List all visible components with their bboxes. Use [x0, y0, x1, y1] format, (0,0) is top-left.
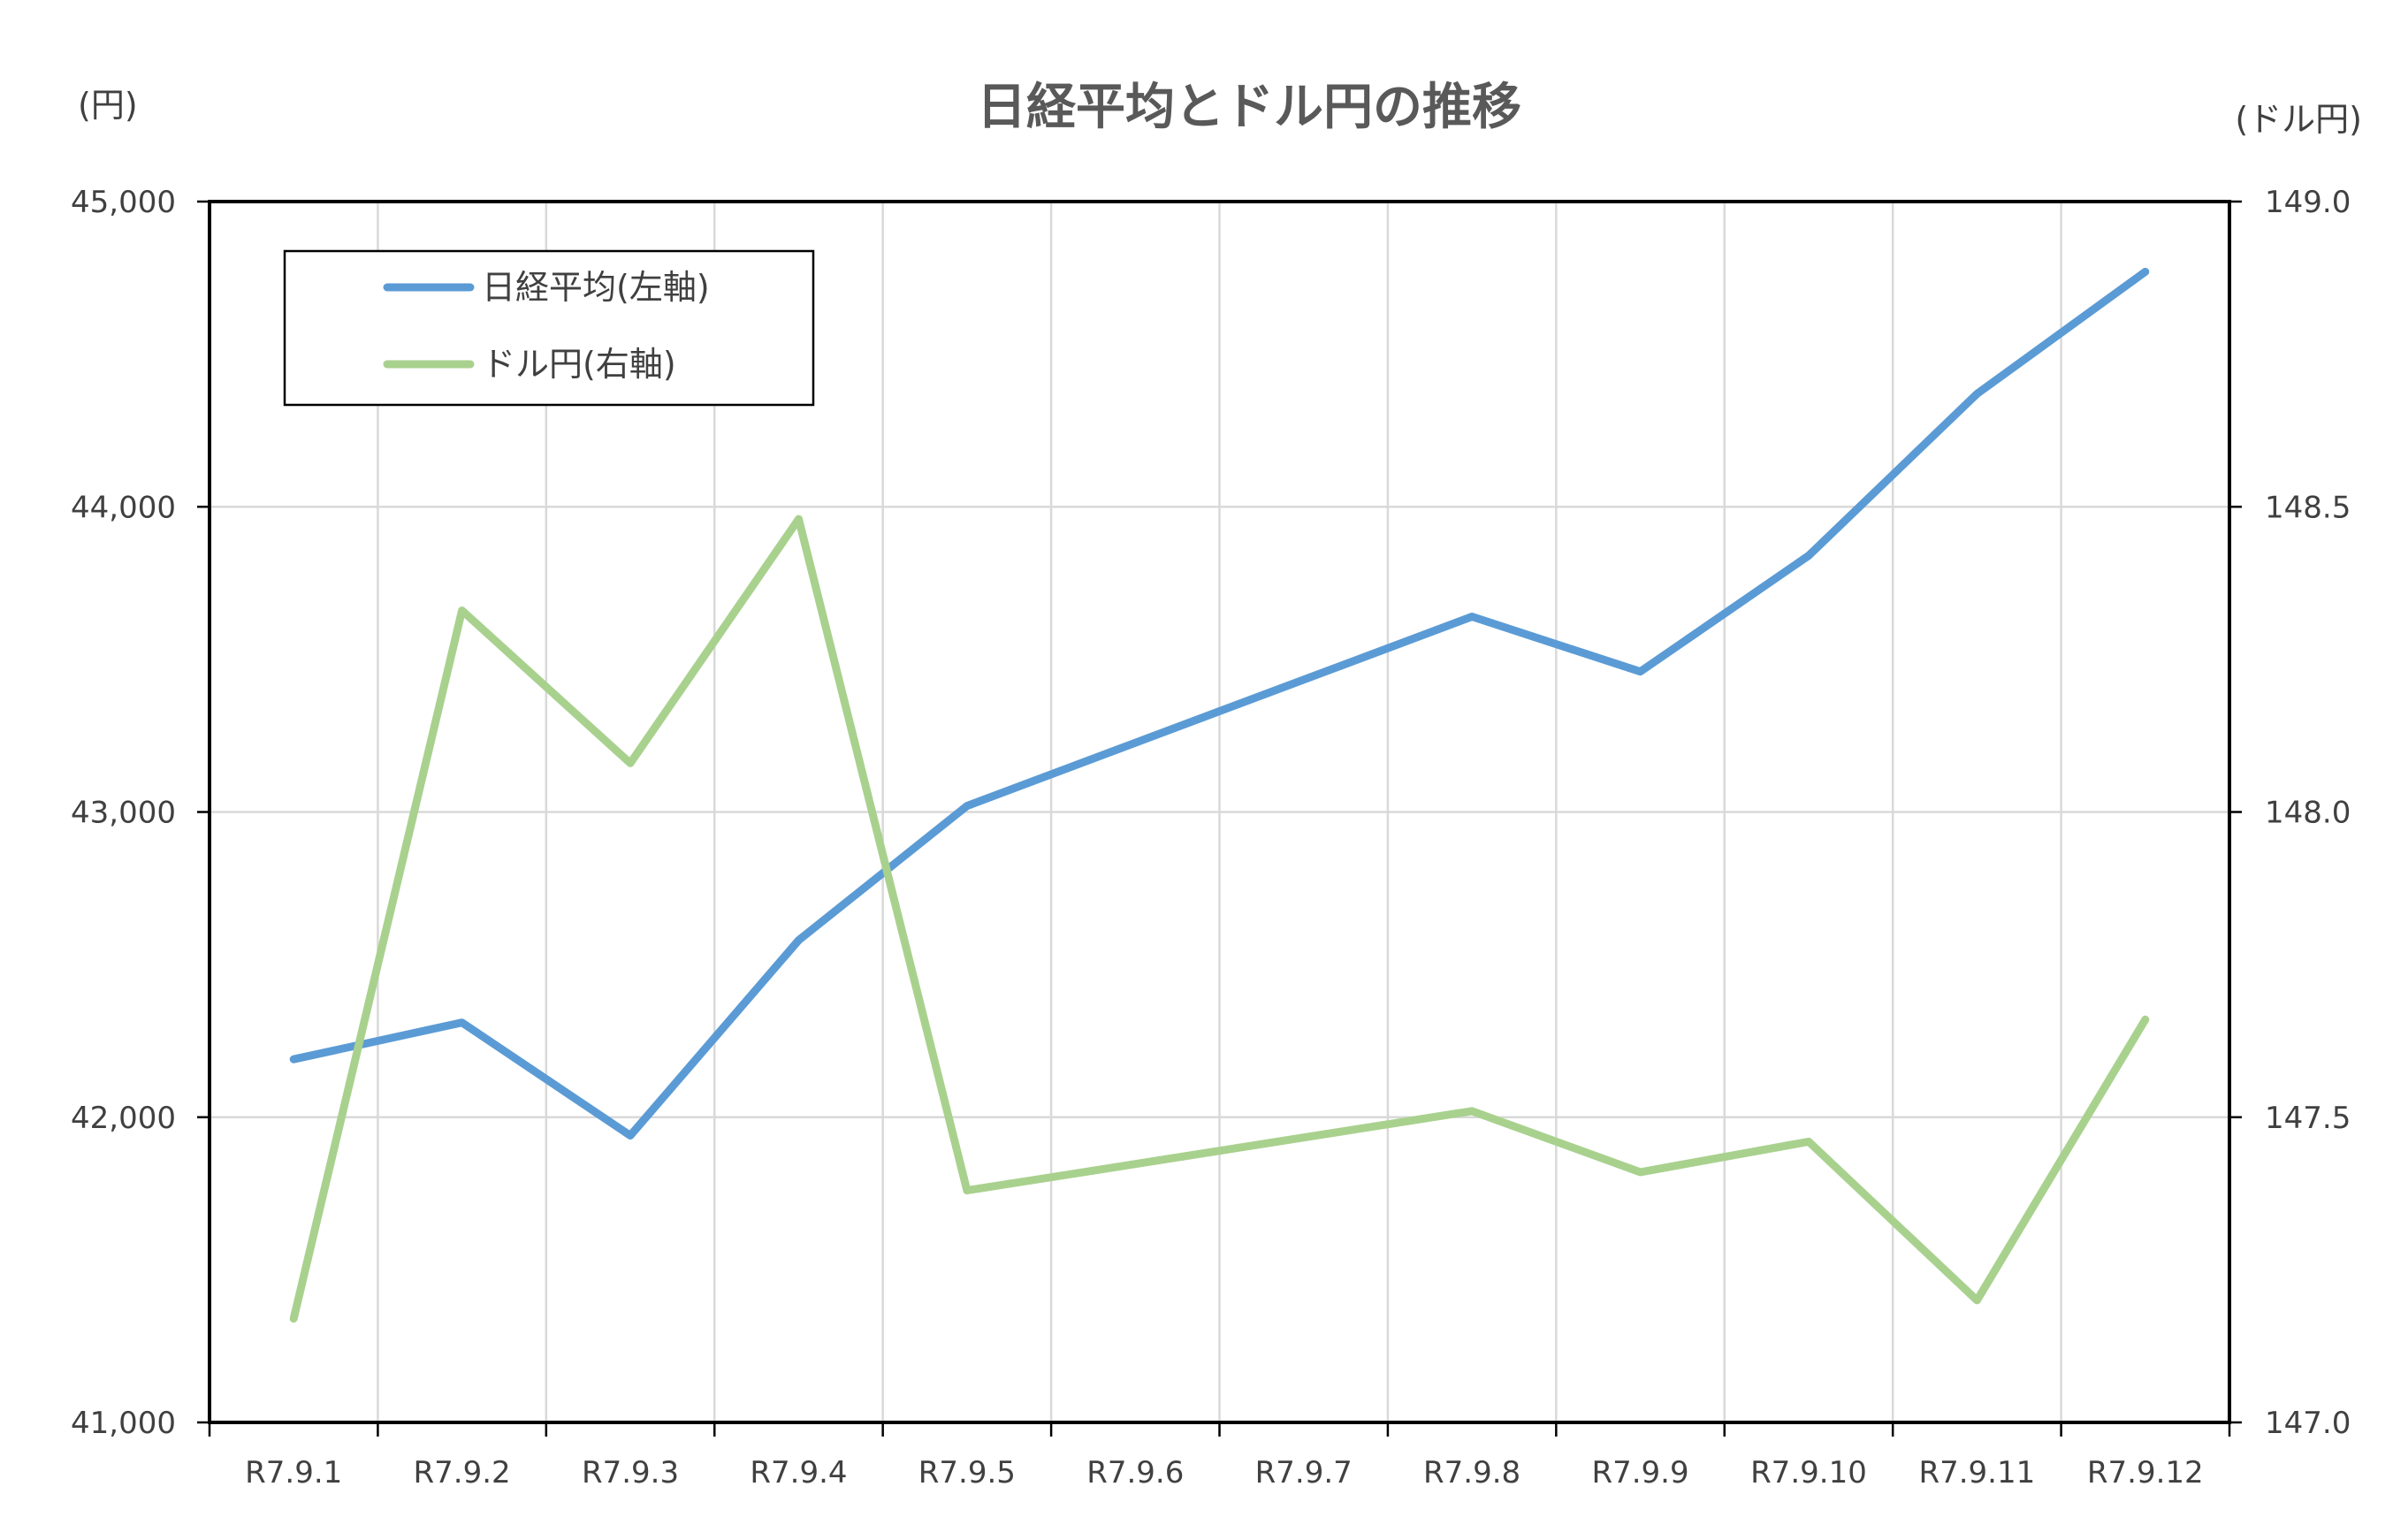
series-line-usdjpy [289, 515, 2150, 1323]
data-point [1471, 1109, 1474, 1112]
left-tick-label: 42,000 [71, 1101, 176, 1136]
series-lines [289, 267, 2150, 1323]
data-point [293, 1317, 295, 1320]
data-point [1808, 554, 1810, 557]
x-axis-ticks: R7.9.1 R7.9.2 R7.9.3 R7.9.4 R7.9.5 R7.9.6 R7.9… [208, 1422, 2231, 1490]
right-tick-label: 147.5 [2265, 1101, 2351, 1136]
data-point [629, 762, 631, 765]
right-tick-label: 149.0 [2265, 185, 2351, 220]
data-point [293, 1058, 295, 1061]
chart-title: 日経平均とドル円の推移 [977, 79, 1521, 136]
data-point [2144, 271, 2146, 273]
x-tick-label: R7.9.11 [1918, 1455, 2035, 1490]
left-tick-label: 44,000 [71, 490, 176, 525]
series-line-nikkei [289, 267, 2150, 1140]
x-tick-label: R7.9.7 [1255, 1455, 1353, 1490]
legend: 日経平均(左軸) ドル円(右軸) [283, 249, 815, 407]
x-tick-label: R7.9.12 [2087, 1455, 2204, 1490]
data-point [629, 1134, 631, 1137]
right-tick-label: 148.0 [2265, 796, 2351, 831]
x-tick-label: R7.9.4 [750, 1455, 847, 1490]
x-tick-label: R7.9.10 [1750, 1455, 1867, 1490]
data-point [461, 609, 463, 612]
data-point [1471, 615, 1474, 618]
data-point [1976, 1299, 1978, 1301]
left-tick-label: 43,000 [71, 796, 176, 831]
legend-label-nikkei: 日経平均(左軸) [482, 268, 710, 307]
legend-box [283, 249, 815, 407]
x-tick-label: R7.9.1 [245, 1455, 342, 1490]
x-tick-label: R7.9.2 [414, 1455, 511, 1490]
x-tick-label: R7.9.3 [582, 1455, 679, 1490]
data-point [797, 939, 800, 942]
right-tick-label: 147.0 [2265, 1406, 2351, 1441]
legend-label-usdjpy: ドル円(右軸) [482, 345, 676, 384]
x-tick-label: R7.9.9 [1591, 1455, 1688, 1490]
data-point [1808, 1140, 1810, 1143]
data-point [965, 804, 968, 807]
data-point [1976, 393, 1978, 395]
grid [210, 202, 2229, 1422]
left-tick-label: 45,000 [71, 185, 176, 220]
right-axis-ticks: 147.0 147.5 148.0 148.5 149.0 [2229, 185, 2351, 1441]
data-point [797, 518, 800, 521]
data-point [1639, 1170, 1642, 1173]
left-axis-ticks: 41,000 42,000 43,000 44,000 45,000 [71, 185, 210, 1441]
data-point [461, 1021, 463, 1024]
right-tick-label: 148.5 [2265, 490, 2351, 525]
right-axis-unit-label: (ドル円) [2235, 100, 2362, 139]
data-point [965, 1189, 968, 1192]
x-tick-label: R7.9.6 [1086, 1455, 1184, 1490]
x-tick-label: R7.9.8 [1423, 1455, 1520, 1490]
left-tick-label: 41,000 [71, 1406, 176, 1441]
data-point [2144, 1018, 2146, 1021]
x-tick-label: R7.9.5 [918, 1455, 1016, 1490]
left-axis-unit-label: (円) [78, 86, 138, 125]
data-point [1639, 670, 1642, 673]
